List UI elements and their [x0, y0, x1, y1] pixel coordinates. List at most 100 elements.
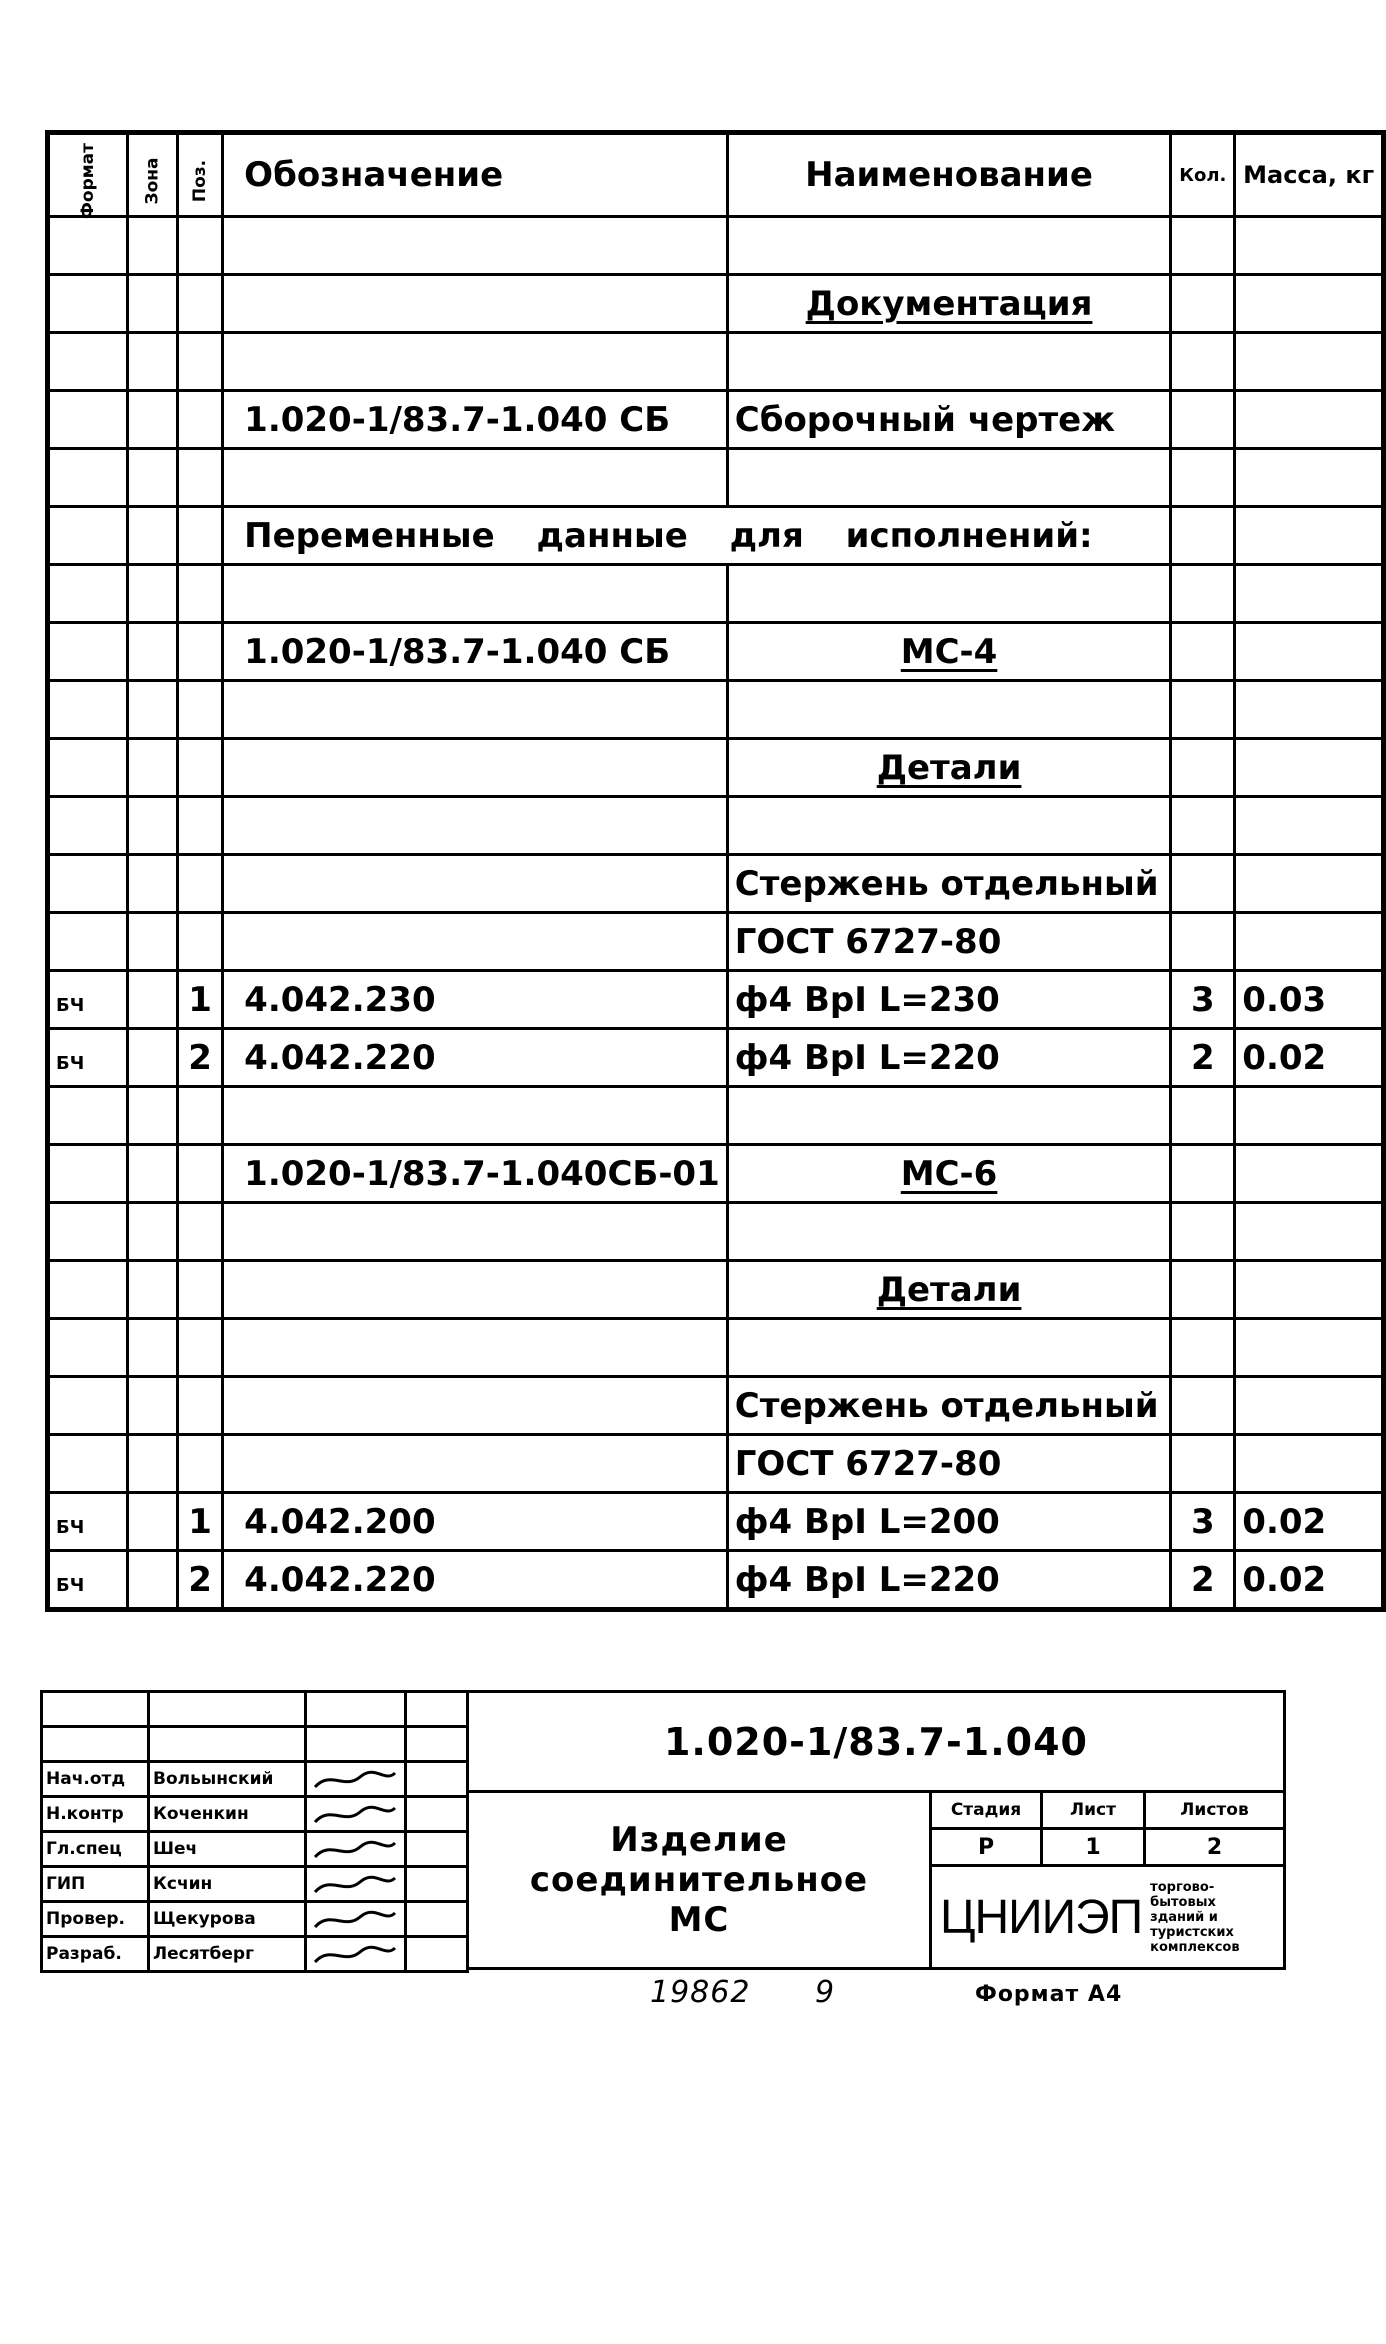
cell-name	[725, 1317, 1173, 1378]
cell-format	[46, 1259, 129, 1320]
cell-format: БЧ	[46, 1027, 129, 1088]
name-text: ф4 ВрI L=220	[734, 1559, 1000, 1600]
table-row	[46, 331, 1385, 392]
cell-name	[725, 563, 1173, 624]
cell-format	[46, 447, 129, 508]
cell-qty	[1169, 795, 1237, 856]
cell-qty	[1169, 1259, 1237, 1320]
cell-name: МС-6	[725, 1143, 1173, 1204]
signature-surname: Ксчин	[147, 1865, 307, 1903]
organization-name: торгово-бытовых зданий и туристских комп…	[1150, 1879, 1240, 1955]
title-block-cell	[404, 1760, 469, 1798]
cell-mass	[1233, 853, 1385, 914]
cell-designation: 1.020-1/83.7-1.040 СБ	[221, 621, 729, 682]
signature-role: Провер.	[40, 1900, 150, 1938]
cell-mass	[1233, 1375, 1385, 1436]
cell-format	[46, 1085, 129, 1146]
cell-mass	[1233, 331, 1385, 392]
cell-mass	[1233, 215, 1385, 276]
cell-qty	[1169, 1375, 1237, 1436]
cell-name: Детали	[725, 1259, 1173, 1320]
cell-name: Документация	[725, 273, 1173, 334]
cell-mass	[1233, 389, 1385, 450]
signature-scribble-icon	[313, 1840, 397, 1859]
cell-zone	[125, 1085, 179, 1146]
cell-designation	[221, 795, 729, 856]
table-row: Стержень отдельный	[46, 1375, 1385, 1436]
sheets-label: Листов	[1143, 1790, 1286, 1830]
cell-mass	[1233, 1317, 1385, 1378]
table-row: БЧ 1 4.042.200 ф4 ВрI L=200 3 0.02	[46, 1491, 1385, 1552]
cell-zone	[125, 679, 179, 740]
cell-designation	[221, 1201, 729, 1262]
cell-format	[46, 1375, 129, 1436]
cell-format	[46, 1317, 129, 1378]
cell-name	[725, 679, 1173, 740]
cell-pos: 1	[175, 969, 225, 1030]
table-row: ГОСТ 6727-80	[46, 1433, 1385, 1494]
cell-mass	[1233, 563, 1385, 624]
qty-text: 3	[1190, 979, 1215, 1020]
title-block-cell	[147, 1725, 307, 1763]
cell-pos: 2	[175, 1027, 225, 1088]
table-row: Стержень отдельный	[46, 853, 1385, 914]
table-row: Документация	[46, 273, 1385, 334]
cell-zone	[125, 737, 179, 798]
signature-surname: Коченкин	[147, 1795, 307, 1833]
name-text: Стержень отдельный	[734, 863, 1159, 904]
cell-qty	[1169, 621, 1237, 682]
cell-qty	[1169, 331, 1237, 392]
cell-format	[46, 853, 129, 914]
cell-mass: 0.02	[1233, 1549, 1385, 1611]
name-text: ф4 ВрI L=200	[734, 1501, 1000, 1542]
cell-name	[725, 215, 1173, 276]
header-name: Наименование	[725, 131, 1173, 218]
cell-pos: 2	[175, 1549, 225, 1611]
cell-designation	[221, 737, 729, 798]
cell-name	[725, 447, 1173, 508]
cell-mass	[1233, 447, 1385, 508]
table-row	[46, 447, 1385, 508]
cell-mass: 0.03	[1233, 969, 1385, 1030]
cell-designation	[221, 853, 729, 914]
cell-designation: 4.042.230	[221, 969, 729, 1030]
name-text: ф4 ВрI L=220	[734, 1037, 1000, 1078]
qty-text: 2	[1190, 1559, 1215, 1600]
designation-text: 4.042.220	[244, 1037, 436, 1078]
inventory-number: 19862	[650, 1975, 751, 2010]
cell-zone	[125, 1259, 179, 1320]
cell-mass	[1233, 1259, 1385, 1320]
cell-pos	[175, 1143, 225, 1204]
cell-mass	[1233, 273, 1385, 334]
signature-role: Нач.отд	[40, 1760, 150, 1798]
mass-text: 0.02	[1242, 1037, 1327, 1078]
cell-format	[46, 1201, 129, 1262]
cell-designation	[221, 911, 729, 972]
handwritten-signature	[304, 1795, 407, 1833]
table-row	[46, 679, 1385, 740]
cell-name: ф4 ВрI L=200	[725, 1491, 1173, 1552]
cell-designation	[221, 1375, 729, 1436]
title-block-cell	[304, 1725, 407, 1763]
organization-cell: ЦНИИЭП торгово-бытовых зданий и туристск…	[929, 1864, 1286, 1970]
signature-scribble-icon	[313, 1910, 397, 1929]
handwritten-signature	[304, 1760, 407, 1798]
cell-designation: 4.042.220	[221, 1549, 729, 1611]
table-row: БЧ 2 4.042.220 ф4 ВрI L=220 2 0.02	[46, 1027, 1385, 1088]
table-row: 1.020-1/83.7-1.040 СБ МС-4	[46, 621, 1385, 682]
title-block-cell	[404, 1725, 469, 1763]
handwritten-signature	[304, 1865, 407, 1903]
table-row: Переменные данные для исполнений:	[46, 505, 1385, 566]
cell-qty: 3	[1169, 1491, 1237, 1552]
cell-zone	[125, 447, 179, 508]
specification-table: Формат Зона Поз. Обозначение Наименовани…	[45, 130, 1386, 1612]
cell-designation: 4.042.220	[221, 1027, 729, 1088]
name-text: МС-6	[900, 1153, 998, 1194]
signature-scribble-icon	[313, 1770, 397, 1789]
designation-text: 1.020-1/83.7-1.040 СБ	[244, 631, 671, 672]
header-row: Формат Зона Поз. Обозначение Наименовани…	[46, 131, 1385, 219]
cell-mass	[1233, 911, 1385, 972]
cell-format	[46, 563, 129, 624]
table-row: БЧ 2 4.042.220 ф4 ВрI L=220 2 0.02	[46, 1549, 1385, 1611]
cell-qty	[1169, 505, 1237, 566]
